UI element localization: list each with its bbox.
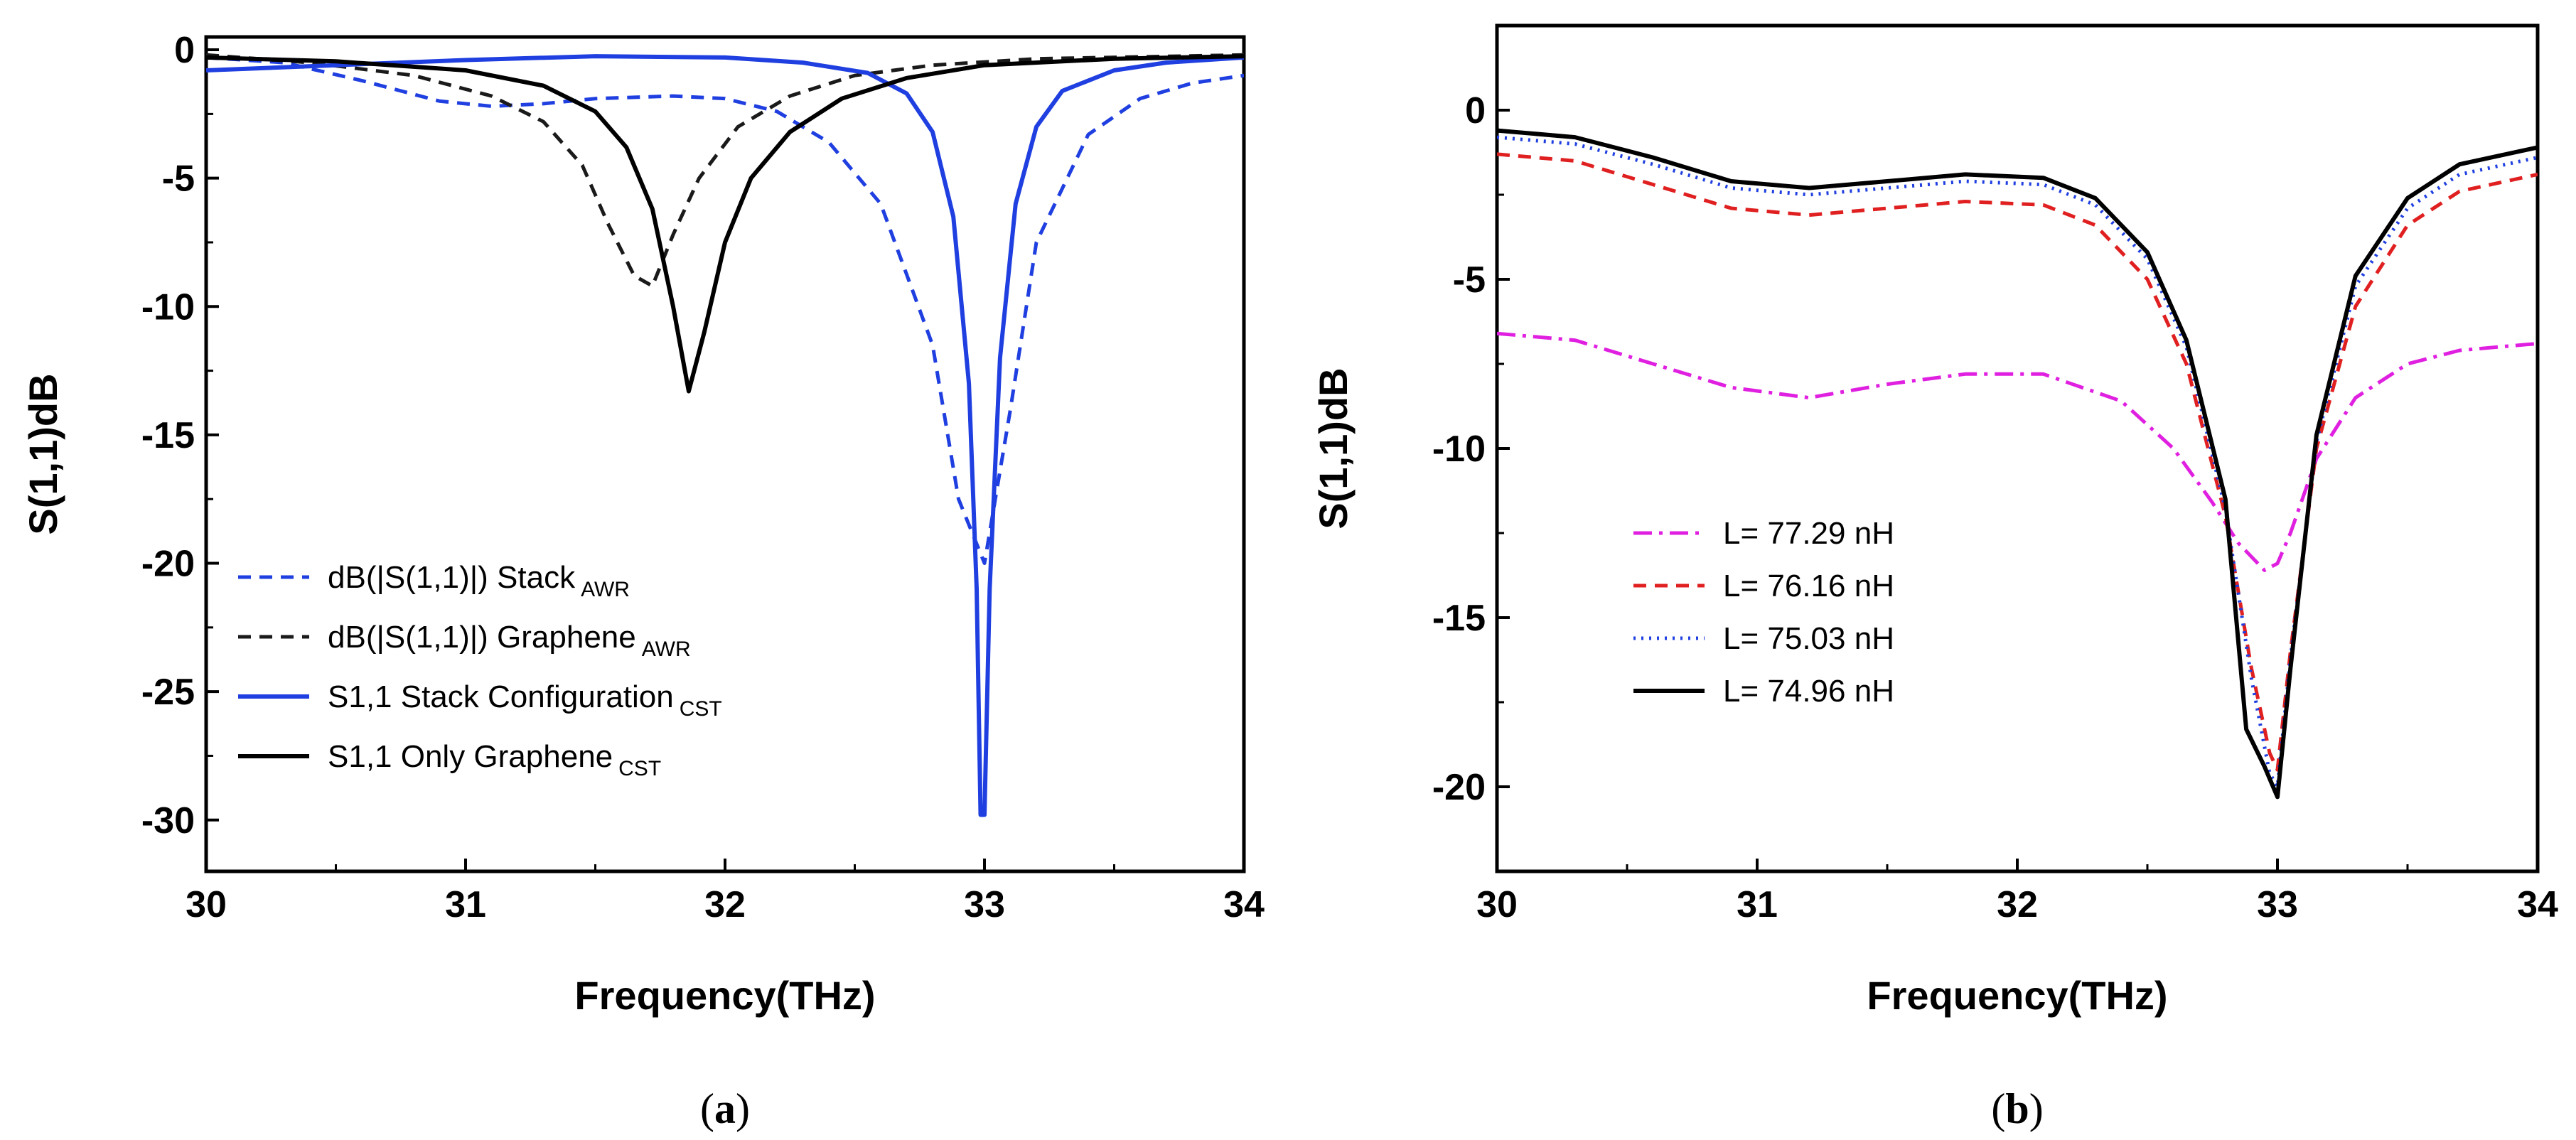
panel-b-caption: (b) — [1991, 1085, 2043, 1132]
panel-b-legend-label-2: L= 76.16 nH — [1723, 569, 1894, 603]
panel-b-x-tick-label: 31 — [1737, 884, 1778, 925]
panel-b-y-tick-label: -10 — [1432, 429, 1486, 470]
panel-b-legend: L= 77.29 nH L= 76.16 nH L= 75.03 nH L= 74.9… — [1633, 516, 1894, 709]
panel-b-legend-label-3: L= 75.03 nH — [1723, 621, 1894, 656]
panel-a-legend-label-text: S1,1 Only Graphene — [328, 739, 613, 774]
panel-b-y-tick-label: -20 — [1432, 767, 1486, 808]
panel-a-legend-subscript: CST — [618, 757, 661, 780]
panel-a-legend-label-text: dB(|S(1,1)|) Graphene — [328, 620, 636, 655]
panel-a-legend-label-4: S1,1 Only Graphene CST — [328, 739, 661, 780]
panel-a-legend-label-text: dB(|S(1,1)|) Stack — [328, 560, 576, 595]
panel-a-legend-label-2: dB(|S(1,1)|) Graphene AWR — [328, 620, 691, 661]
panel-b-x-tick-label: 32 — [1997, 884, 2038, 925]
panel-a-y-tick-label: -30 — [141, 800, 195, 841]
panel-b-series-line-4 — [1497, 128, 2538, 800]
panel-a-series-line-4 — [206, 54, 1244, 394]
panel-a-legend-subscript: CST — [680, 697, 722, 721]
panel-a-legend-subscript: AWR — [581, 578, 630, 601]
panel-a-y-tick-label: -15 — [141, 415, 195, 456]
panel-a-caption-letter: a — [714, 1085, 736, 1132]
panel-a-caption-open: ( — [700, 1085, 714, 1132]
panel-a-x-axis-title: Frequency(THz) — [574, 973, 875, 1018]
panel-a-y-tick-label: 0 — [174, 30, 195, 71]
chart-panel-a: 30 31 32 33 34 0 -5 -10 -15 -20 -25 -30 Frequency(TH… — [21, 30, 1265, 1132]
panel-a-caption-close: ) — [736, 1085, 750, 1132]
panel-a-series-line-1 — [206, 55, 1244, 565]
panel-b-series-line-1 — [1497, 331, 2538, 572]
panel-b-x-tick-label: 34 — [2517, 884, 2558, 925]
panel-a-legend-label-1: dB(|S(1,1)|) Stack AWR — [328, 560, 630, 601]
panel-a-series-line-3 — [206, 54, 1244, 817]
panel-b-legend-label-1: L= 77.29 nH — [1723, 516, 1894, 551]
panel-b-y-tick-label: -5 — [1453, 259, 1486, 301]
panel-b-series-line-3 — [1497, 135, 2538, 789]
panel-b-series-line-2 — [1497, 152, 2538, 772]
panel-b-caption-close: ) — [2029, 1085, 2044, 1132]
panel-b-y-axis-title: S(1,1)dB — [1311, 367, 1356, 529]
panel-b-x-tick-label: 33 — [2257, 884, 2298, 925]
panel-b-caption-open: ( — [1991, 1085, 2005, 1132]
panel-a-x-tick-label: 34 — [1223, 884, 1265, 925]
panel-a-x-tick-label: 31 — [445, 884, 486, 925]
panel-a-legend-label-text: S1,1 Stack Configuration — [328, 679, 674, 714]
panel-a-y-tick-label: -5 — [162, 158, 195, 200]
panel-a-legend-subscript: AWR — [642, 638, 691, 661]
panel-a-y-tick-label: -25 — [141, 672, 195, 713]
panel-a-y-axis-title: S(1,1)dB — [21, 373, 65, 534]
panel-a-x-tick-label: 30 — [186, 884, 227, 925]
panel-a-y-tick-label: -10 — [141, 286, 195, 328]
panel-a-series-line-2 — [206, 53, 1244, 288]
panel-b-y-tick-label: -15 — [1432, 598, 1486, 639]
panel-b-y-tick-label: 0 — [1465, 90, 1486, 131]
panel-b-caption-letter: b — [2005, 1085, 2029, 1132]
panel-b-plot-frame — [1495, 23, 2540, 873]
panel-b-x-tick-label: 30 — [1476, 884, 1518, 925]
panel-a-y-tick-label: -20 — [141, 544, 195, 585]
chart-panel-b: 30 31 32 33 34 0 -5 -10 -15 -20 Frequency(THz) S(1,… — [1311, 23, 2558, 1132]
panel-b-x-axis-title: Frequency(THz) — [1867, 973, 2167, 1018]
panel-a-x-tick-label: 33 — [964, 884, 1005, 925]
panel-a-x-tick-label: 32 — [704, 884, 746, 925]
panel-b-legend-label-4: L= 74.96 nH — [1723, 674, 1894, 709]
panel-a-caption: (a) — [700, 1085, 750, 1132]
panel-a-legend-label-3: S1,1 Stack Configuration CST — [328, 679, 722, 721]
